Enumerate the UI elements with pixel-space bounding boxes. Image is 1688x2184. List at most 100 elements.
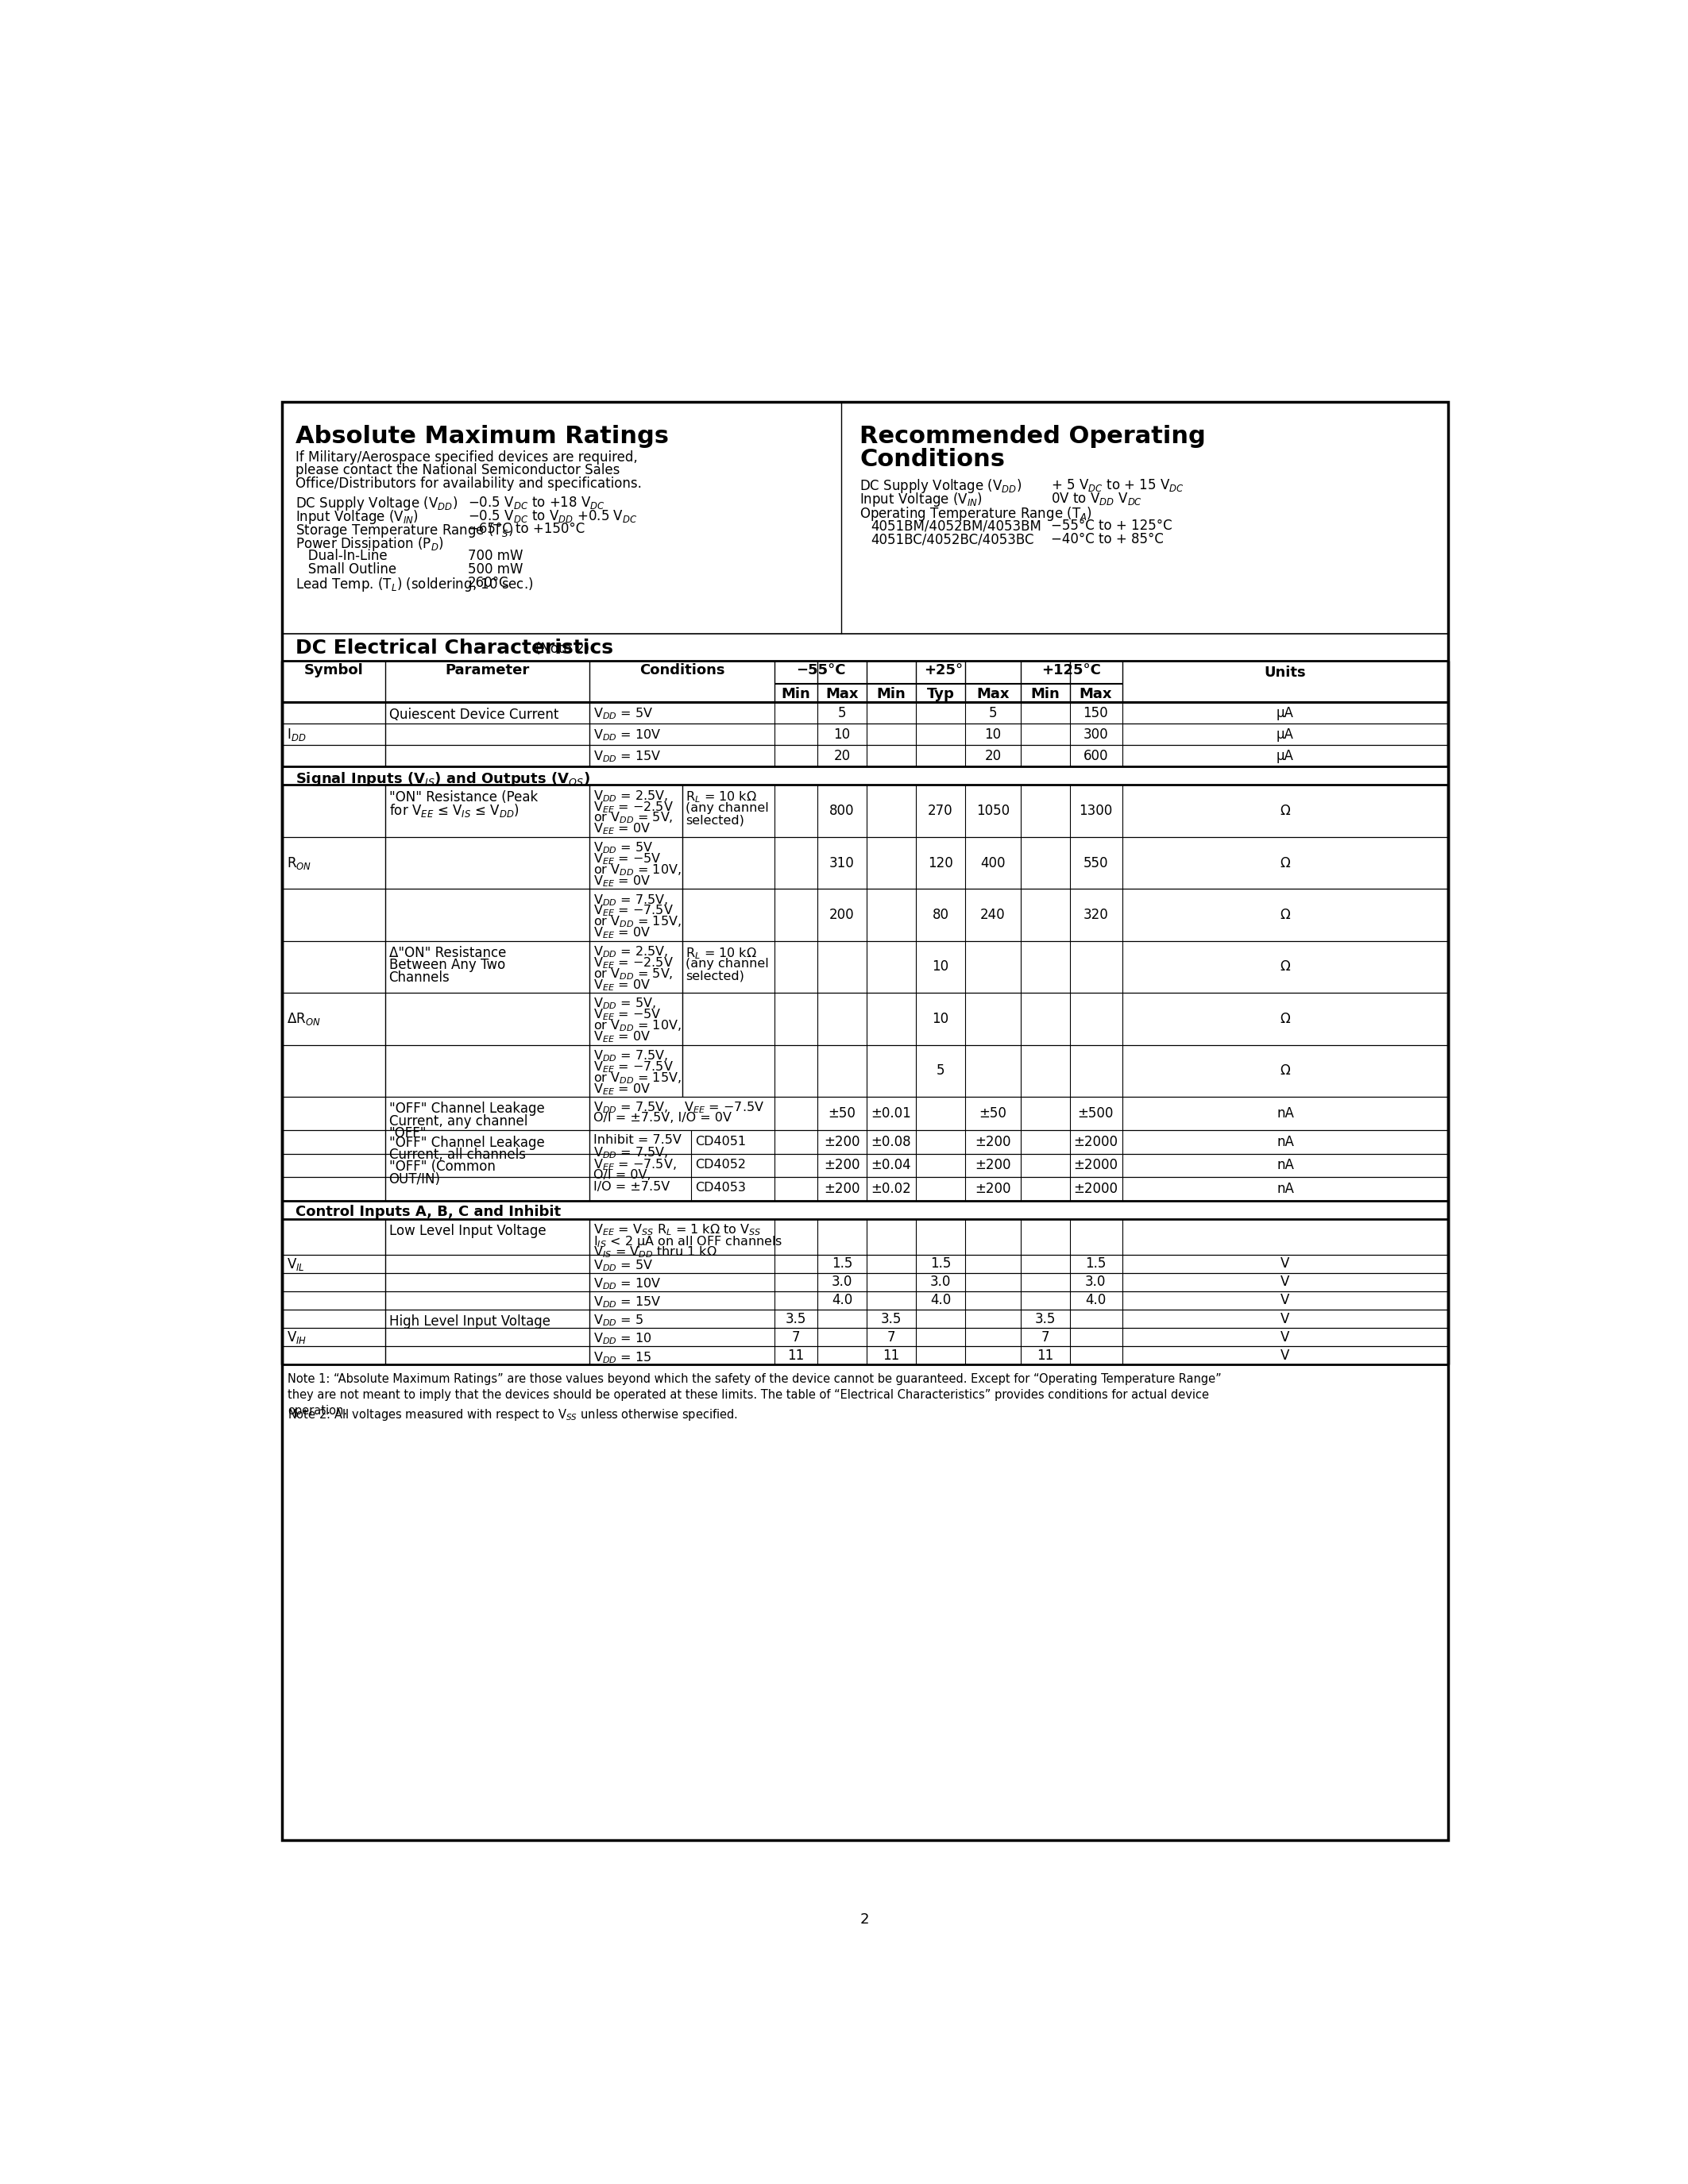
- Text: Min: Min: [782, 688, 810, 701]
- Text: 3.5: 3.5: [785, 1313, 807, 1326]
- Text: DC Supply Voltage (V$_{DD}$): DC Supply Voltage (V$_{DD}$): [295, 496, 457, 513]
- Text: V$_{DD}$ = 5V: V$_{DD}$ = 5V: [592, 705, 653, 721]
- Text: V$_{DD}$ = 2.5V,: V$_{DD}$ = 2.5V,: [592, 943, 668, 959]
- Text: Ω: Ω: [1280, 856, 1290, 869]
- Text: V$_{DD}$ = 15V: V$_{DD}$ = 15V: [592, 1295, 662, 1310]
- Text: R$_L$ = 10 kΩ: R$_L$ = 10 kΩ: [685, 946, 756, 961]
- Text: or V$_{DD}$ = 10V,: or V$_{DD}$ = 10V,: [592, 863, 682, 878]
- Text: 4.0: 4.0: [832, 1293, 852, 1308]
- Text: 800: 800: [829, 804, 854, 819]
- Text: ±200: ±200: [824, 1158, 861, 1173]
- Text: V$_{EE}$ = −5V: V$_{EE}$ = −5V: [592, 852, 662, 867]
- Text: for V$_{EE}$ ≤ V$_{IS}$ ≤ V$_{DD}$): for V$_{EE}$ ≤ V$_{IS}$ ≤ V$_{DD}$): [388, 802, 518, 819]
- Text: 20: 20: [834, 749, 851, 762]
- Text: nA: nA: [1276, 1182, 1295, 1197]
- Text: ±200: ±200: [974, 1158, 1011, 1173]
- Text: −55°C to + 125°C: −55°C to + 125°C: [1050, 520, 1171, 533]
- Text: 300: 300: [1084, 727, 1109, 743]
- Text: Conditions: Conditions: [640, 664, 724, 677]
- Text: DC Electrical Characteristics: DC Electrical Characteristics: [295, 638, 613, 657]
- Text: 3.5: 3.5: [881, 1313, 901, 1326]
- Text: ±2000: ±2000: [1074, 1182, 1117, 1197]
- Text: High Level Input Voltage: High Level Input Voltage: [388, 1315, 550, 1328]
- Text: 500 mW: 500 mW: [468, 561, 523, 577]
- Text: 11: 11: [1036, 1348, 1053, 1363]
- Text: Δ"ON" Resistance: Δ"ON" Resistance: [388, 946, 506, 961]
- Text: Quiescent Device Current: Quiescent Device Current: [388, 708, 559, 721]
- Text: −0.5 V$_{DC}$ to V$_{DD}$ +0.5 V$_{DC}$: −0.5 V$_{DC}$ to V$_{DD}$ +0.5 V$_{DC}$: [468, 509, 638, 524]
- Text: Max: Max: [976, 688, 1009, 701]
- Text: Inhibit = 7.5V: Inhibit = 7.5V: [592, 1133, 682, 1147]
- Text: V$_{EE}$ = −2.5V: V$_{EE}$ = −2.5V: [592, 957, 674, 970]
- Text: ±2000: ±2000: [1074, 1136, 1117, 1149]
- Text: 270: 270: [928, 804, 954, 819]
- Text: V$_{EE}$ = V$_{SS}$ R$_L$ = 1 kΩ to V$_{SS}$: V$_{EE}$ = V$_{SS}$ R$_L$ = 1 kΩ to V$_{…: [592, 1223, 761, 1238]
- Text: V$_{DD}$ = 15V: V$_{DD}$ = 15V: [592, 749, 662, 764]
- Text: Low Level Input Voltage: Low Level Input Voltage: [388, 1223, 545, 1238]
- Text: V$_{DD}$ = 5V,: V$_{DD}$ = 5V,: [592, 996, 657, 1011]
- Text: μA: μA: [1276, 727, 1295, 743]
- Text: V$_{DD}$ = 10: V$_{DD}$ = 10: [592, 1332, 652, 1348]
- Text: +125°C: +125°C: [1041, 664, 1101, 677]
- Text: 4.0: 4.0: [930, 1293, 950, 1308]
- Text: V$_{EE}$ = −5V: V$_{EE}$ = −5V: [592, 1007, 662, 1022]
- Text: nA: nA: [1276, 1158, 1295, 1173]
- Text: V$_{DD}$ = 7.5V,: V$_{DD}$ = 7.5V,: [592, 1048, 668, 1064]
- Text: 310: 310: [829, 856, 854, 869]
- Text: "OFF" Channel Leakage: "OFF" Channel Leakage: [388, 1101, 545, 1116]
- Bar: [282, 767, 1448, 784]
- Text: Absolute Maximum Ratings: Absolute Maximum Ratings: [295, 424, 668, 448]
- Text: 3.0: 3.0: [1085, 1275, 1106, 1289]
- Text: 4.0: 4.0: [1085, 1293, 1106, 1308]
- Text: I$_{DD}$: I$_{DD}$: [287, 727, 306, 743]
- Text: 320: 320: [1084, 909, 1109, 922]
- Text: V$_{DD}$ = 5V: V$_{DD}$ = 5V: [592, 841, 653, 856]
- Text: Signal Inputs (V$_{IS}$) and Outputs (V$_{OS}$): Signal Inputs (V$_{IS}$) and Outputs (V$…: [295, 771, 589, 788]
- Text: V: V: [1281, 1313, 1290, 1326]
- Text: V$_{DD}$ = 7.5V,: V$_{DD}$ = 7.5V,: [592, 893, 668, 906]
- Text: 7: 7: [792, 1330, 800, 1345]
- Text: V$_{EE}$ = −7.5V,: V$_{EE}$ = −7.5V,: [592, 1158, 677, 1173]
- Text: DC Supply Voltage (V$_{DD}$): DC Supply Voltage (V$_{DD}$): [859, 478, 1021, 496]
- Text: Control Inputs A, B, C and Inhibit: Control Inputs A, B, C and Inhibit: [295, 1203, 560, 1219]
- Text: 600: 600: [1084, 749, 1107, 762]
- Text: Storage Temperature Range (T$_S$): Storage Temperature Range (T$_S$): [295, 522, 513, 539]
- Text: or V$_{DD}$ = 10V,: or V$_{DD}$ = 10V,: [592, 1018, 682, 1033]
- Text: O/I = 0V,: O/I = 0V,: [592, 1168, 652, 1182]
- Text: Current, any channel: Current, any channel: [388, 1114, 527, 1129]
- Text: 260°C: 260°C: [468, 577, 508, 590]
- Text: V$_{IH}$: V$_{IH}$: [287, 1330, 307, 1345]
- Text: If Military/Aerospace specified devices are required,: If Military/Aerospace specified devices …: [295, 450, 638, 465]
- Text: −55°C: −55°C: [795, 664, 846, 677]
- Text: selected): selected): [685, 970, 744, 983]
- Text: ±200: ±200: [824, 1182, 861, 1197]
- Text: −40°C to + 85°C: −40°C to + 85°C: [1050, 533, 1163, 546]
- Text: V$_{IL}$: V$_{IL}$: [287, 1256, 306, 1273]
- Text: ±200: ±200: [824, 1136, 861, 1149]
- Text: (any channel: (any channel: [685, 959, 768, 970]
- Text: 11: 11: [883, 1348, 900, 1363]
- Text: "OFF" Channel Leakage: "OFF" Channel Leakage: [388, 1136, 545, 1149]
- Text: selected): selected): [685, 815, 744, 826]
- Text: V$_{DD}$ = 5V: V$_{DD}$ = 5V: [592, 1258, 653, 1273]
- Text: μA: μA: [1276, 705, 1295, 721]
- Text: V$_{EE}$ = 0V: V$_{EE}$ = 0V: [592, 978, 650, 992]
- Text: please contact the National Semiconductor Sales: please contact the National Semiconducto…: [295, 463, 619, 478]
- Text: 5: 5: [989, 705, 998, 721]
- Text: V$_{EE}$ = 0V: V$_{EE}$ = 0V: [592, 926, 650, 941]
- Text: ±0.04: ±0.04: [871, 1158, 912, 1173]
- Text: ±0.01: ±0.01: [871, 1107, 912, 1120]
- Text: 20: 20: [984, 749, 1001, 762]
- Text: or V$_{DD}$ = 5V,: or V$_{DD}$ = 5V,: [592, 810, 674, 826]
- Text: V$_{DD}$ = 2.5V,: V$_{DD}$ = 2.5V,: [592, 788, 668, 804]
- Text: V$_{EE}$ = 0V: V$_{EE}$ = 0V: [592, 1029, 650, 1044]
- Text: Office/Distributors for availability and specifications.: Office/Distributors for availability and…: [295, 476, 641, 491]
- Text: 7: 7: [888, 1330, 895, 1345]
- Text: 550: 550: [1084, 856, 1107, 869]
- Text: 200: 200: [829, 909, 854, 922]
- Text: ±0.08: ±0.08: [871, 1136, 912, 1149]
- Text: + 5 V$_{DC}$ to + 15 V$_{DC}$: + 5 V$_{DC}$ to + 15 V$_{DC}$: [1050, 478, 1183, 494]
- Text: Operating Temperature Range (T$_A$): Operating Temperature Range (T$_A$): [859, 505, 1092, 522]
- Text: ±50: ±50: [979, 1107, 1006, 1120]
- Text: V$_{DD}$ = 10V: V$_{DD}$ = 10V: [592, 727, 662, 743]
